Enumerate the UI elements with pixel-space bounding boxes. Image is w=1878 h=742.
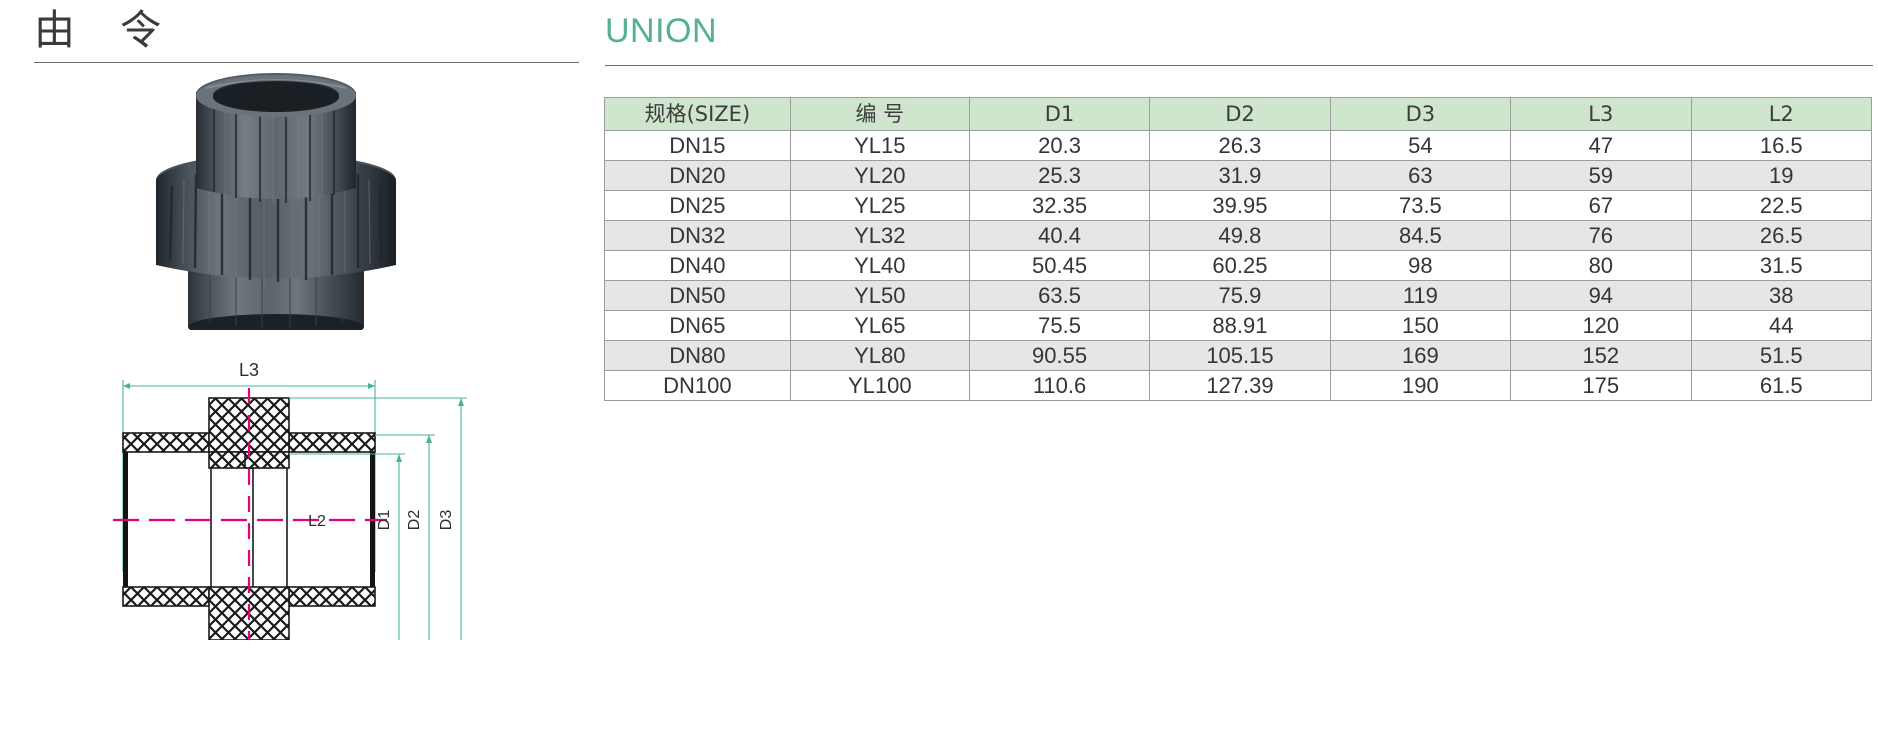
table-cell-r2-c2: 32.35 [968,190,1151,221]
table-cell-r8-c3: 127.39 [1149,370,1331,401]
table-cell-r2-c4: 73.5 [1329,190,1512,221]
table-cell-r6-c5: 120 [1510,310,1692,341]
table-cell-r7-c6: 51.5 [1690,340,1873,371]
table-cell-r3-c6: 26.5 [1690,220,1873,251]
table-cell-r0-c0: DN15 [604,130,791,161]
table-row: DN100 YL100 110.6 127.39 190 175 61.5 [604,370,1873,401]
table-cell-r2-c1: YL25 [789,190,970,221]
table-cell-r5-c1: YL50 [789,280,970,311]
table-cell-r4-c5: 80 [1510,250,1692,281]
dim-label-D2: D2 [406,510,423,531]
union-section-drawing: L3 [113,360,467,640]
table-cell-r5-c0: DN50 [604,280,791,311]
table-header-row: 规格(SIZE) 编 号 D1 D2 D3 L3 L2 [604,97,1873,131]
table-cell-r6-c3: 88.91 [1149,310,1331,341]
dim-label-L2: L2 [308,513,326,530]
table-row: DN40 YL40 50.45 60.25 98 80 31.5 [604,250,1873,281]
table-cell-r0-c2: 20.3 [968,130,1151,161]
specification-table: 规格(SIZE) 编 号 D1 D2 D3 L3 L2 DN15 YL15 20.3 26.3 54… [604,97,1873,401]
table-header: 规格(SIZE) 编 号 D1 D2 D3 L3 L2 [604,97,1873,131]
table-cell-r4-c1: YL40 [789,250,970,281]
table-cell-r6-c1: YL65 [789,310,970,341]
table-cell-r0-c4: 54 [1329,130,1512,161]
table-row: DN15 YL15 20.3 26.3 54 47 16.5 [604,130,1873,161]
left-divider [34,62,579,63]
dim-label-D1: D1 [376,510,393,531]
table-cell-r4-c4: 98 [1329,250,1512,281]
technical-drawing: L3 [105,340,585,640]
table-cell-r0-c5: 47 [1510,130,1692,161]
table-column-header-0: 规格(SIZE) [604,97,791,131]
table-column-header-1: 编 号 [789,97,970,131]
table-cell-r7-c5: 152 [1510,340,1692,371]
right-column: UNION 规格(SIZE) 编 号 D1 D2 D3 L3 L2 DN15 YL15 20.3… [600,0,1878,742]
table-cell-r8-c5: 175 [1510,370,1692,401]
table-column-header-3: D2 [1149,97,1331,131]
table-column-header-4: D3 [1329,97,1512,131]
table-cell-r1-c0: DN20 [604,160,791,191]
table-row: DN50 YL50 63.5 75.9 119 94 38 [604,280,1873,311]
table-cell-r4-c2: 50.45 [968,250,1151,281]
table-cell-r8-c6: 61.5 [1690,370,1873,401]
table-row: DN80 YL80 90.55 105.15 169 152 51.5 [604,340,1873,371]
table-cell-r6-c0: DN65 [604,310,791,341]
table-cell-r8-c0: DN100 [604,370,791,401]
table-cell-r0-c1: YL15 [789,130,970,161]
table-cell-r5-c4: 119 [1329,280,1512,311]
table-cell-r3-c3: 49.8 [1149,220,1331,251]
table-cell-r2-c5: 67 [1510,190,1692,221]
table-cell-r3-c2: 40.4 [968,220,1151,251]
table-cell-r2-c3: 39.95 [1149,190,1331,221]
union-photo-svg [156,73,396,330]
table-cell-r0-c6: 16.5 [1690,130,1873,161]
table-cell-r1-c5: 59 [1510,160,1692,191]
table-cell-r7-c2: 90.55 [968,340,1151,371]
page-title-english: UNION [605,12,718,50]
table-column-header-2: D1 [968,97,1151,131]
table-cell-r8-c2: 110.6 [968,370,1151,401]
table-cell-r5-c3: 75.9 [1149,280,1331,311]
table-body: DN15 YL15 20.3 26.3 54 47 16.5 DN20 YL20 25.3 31.9… [604,130,1873,401]
table-cell-r1-c1: YL20 [789,160,970,191]
table-cell-r1-c6: 19 [1690,160,1873,191]
table-cell-r2-c6: 22.5 [1690,190,1873,221]
table-cell-r7-c1: YL80 [789,340,970,371]
table-cell-r4-c6: 31.5 [1690,250,1873,281]
table-row: DN65 YL65 75.5 88.91 150 120 44 [604,310,1873,341]
dim-label-D3: D3 [438,510,455,531]
table-cell-r1-c2: 25.3 [968,160,1151,191]
pvc-union-fitting-photo [110,70,440,330]
table-cell-r8-c4: 190 [1329,370,1512,401]
left-column: 由 令 [0,0,600,742]
table-cell-r8-c1: YL100 [789,370,970,401]
table-cell-r3-c4: 84.5 [1329,220,1512,251]
table-cell-r7-c4: 169 [1329,340,1512,371]
table-cell-r4-c3: 60.25 [1149,250,1331,281]
table-cell-r7-c0: DN80 [604,340,791,371]
table-row: DN20 YL20 25.3 31.9 63 59 19 [604,160,1873,191]
table-cell-r5-c6: 38 [1690,280,1873,311]
right-divider [605,65,1873,66]
table-cell-r4-c0: DN40 [604,250,791,281]
table-row: DN32 YL32 40.4 49.8 84.5 76 26.5 [604,220,1873,251]
table-cell-r3-c0: DN32 [604,220,791,251]
table-cell-r7-c3: 105.15 [1149,340,1331,371]
table-cell-r1-c3: 31.9 [1149,160,1331,191]
table-cell-r0-c3: 26.3 [1149,130,1331,161]
table-cell-r3-c1: YL32 [789,220,970,251]
table-cell-r6-c4: 150 [1329,310,1512,341]
table-cell-r6-c2: 75.5 [968,310,1151,341]
page-title-chinese: 由 令 [34,6,178,54]
table-column-header-5: L3 [1510,97,1692,131]
table-cell-r6-c6: 44 [1690,310,1873,341]
table-cell-r3-c5: 76 [1510,220,1692,251]
table-row: DN25 YL25 32.35 39.95 73.5 67 22.5 [604,190,1873,221]
table-cell-r5-c5: 94 [1510,280,1692,311]
table-cell-r5-c2: 63.5 [968,280,1151,311]
table-cell-r2-c0: DN25 [604,190,791,221]
table-cell-r1-c4: 63 [1329,160,1512,191]
table-column-header-6: L2 [1690,97,1873,131]
dim-label-L3: L3 [239,360,259,380]
